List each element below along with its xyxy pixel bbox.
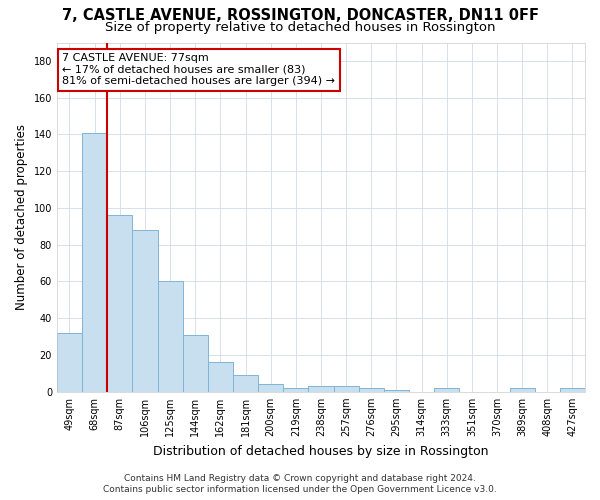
Bar [334, 386, 359, 392]
Text: 7, CASTLE AVENUE, ROSSINGTON, DONCASTER, DN11 0FF: 7, CASTLE AVENUE, ROSSINGTON, DONCASTER,… [62, 8, 539, 22]
X-axis label: Distribution of detached houses by size in Rossington: Distribution of detached houses by size … [153, 444, 489, 458]
Bar [509, 388, 535, 392]
Bar [434, 388, 459, 392]
Text: Size of property relative to detached houses in Rossington: Size of property relative to detached ho… [105, 21, 495, 34]
Bar [283, 388, 308, 392]
Bar [133, 230, 158, 392]
Y-axis label: Number of detached properties: Number of detached properties [15, 124, 28, 310]
Text: 7 CASTLE AVENUE: 77sqm
← 17% of detached houses are smaller (83)
81% of semi-det: 7 CASTLE AVENUE: 77sqm ← 17% of detached… [62, 53, 335, 86]
Text: Contains HM Land Registry data © Crown copyright and database right 2024.
Contai: Contains HM Land Registry data © Crown c… [103, 474, 497, 494]
Bar [57, 333, 82, 392]
Bar [233, 376, 258, 392]
Bar [82, 132, 107, 392]
Bar [208, 362, 233, 392]
Bar [384, 390, 409, 392]
Bar [107, 216, 133, 392]
Bar [359, 388, 384, 392]
Bar [258, 384, 283, 392]
Bar [560, 388, 585, 392]
Bar [158, 282, 182, 392]
Bar [182, 335, 208, 392]
Bar [308, 386, 334, 392]
